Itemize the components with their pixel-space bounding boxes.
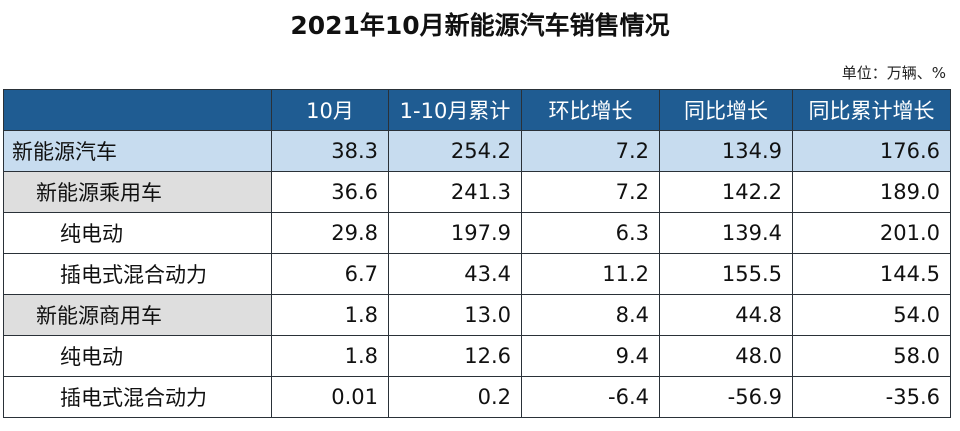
cell: 7.2 <box>521 171 660 213</box>
header-row: 10月 1-10月累计 环比增长 同比增长 同比累计增长 <box>3 89 951 131</box>
cell: 6.7 <box>271 253 389 295</box>
cell: -6.4 <box>521 376 660 418</box>
row-label: 新能源乘用车 <box>3 171 272 213</box>
cell: 7.2 <box>521 130 660 172</box>
cell: 155.5 <box>659 253 793 295</box>
row-label: 纯电动 <box>3 212 272 254</box>
cell: 36.6 <box>271 171 389 213</box>
cell: -35.6 <box>792 376 951 418</box>
sales-table: 10月 1-10月累计 环比增长 同比增长 同比累计增长 新能源汽车 38.3 … <box>3 89 951 418</box>
cell: 29.8 <box>271 212 389 254</box>
cell: 0.2 <box>388 376 522 418</box>
cell: 254.2 <box>388 130 522 172</box>
cell: 9.4 <box>521 335 660 377</box>
cell: 139.4 <box>659 212 793 254</box>
cell: 241.3 <box>388 171 522 213</box>
header-yoy-cumulative-growth: 同比累计增长 <box>792 89 951 131</box>
cell: 44.8 <box>659 294 793 336</box>
header-yoy-growth: 同比增长 <box>659 89 793 131</box>
table-row: 插电式混合动力 0.01 0.2 -6.4 -56.9 -35.6 <box>3 376 951 418</box>
cell: -56.9 <box>659 376 793 418</box>
header-month: 10月 <box>271 89 389 131</box>
table-row: 新能源乘用车 36.6 241.3 7.2 142.2 189.0 <box>3 171 951 213</box>
table-row: 新能源商用车 1.8 13.0 8.4 44.8 54.0 <box>3 294 951 336</box>
row-label: 插电式混合动力 <box>3 376 272 418</box>
cell: 13.0 <box>388 294 522 336</box>
header-mom-growth: 环比增长 <box>521 89 660 131</box>
cell: 176.6 <box>792 130 951 172</box>
cell: 1.8 <box>271 294 389 336</box>
cell: 134.9 <box>659 130 793 172</box>
cell: 142.2 <box>659 171 793 213</box>
cell: 8.4 <box>521 294 660 336</box>
unit-note: 单位：万辆、% <box>841 64 946 82</box>
table-row: 新能源汽车 38.3 254.2 7.2 134.9 176.6 <box>3 130 951 172</box>
table-row: 纯电动 1.8 12.6 9.4 48.0 58.0 <box>3 335 951 377</box>
row-label: 新能源汽车 <box>3 130 272 172</box>
cell: 38.3 <box>271 130 389 172</box>
cell: 0.01 <box>271 376 389 418</box>
table-title: 2021年10月新能源汽车销售情况 <box>290 11 670 40</box>
cell: 6.3 <box>521 212 660 254</box>
cell: 1.8 <box>271 335 389 377</box>
cell: 144.5 <box>792 253 951 295</box>
cell: 197.9 <box>388 212 522 254</box>
table-row: 插电式混合动力 6.7 43.4 11.2 155.5 144.5 <box>3 253 951 295</box>
cell: 201.0 <box>792 212 951 254</box>
header-corner <box>3 89 272 131</box>
table-row: 纯电动 29.8 197.9 6.3 139.4 201.0 <box>3 212 951 254</box>
cell: 189.0 <box>792 171 951 213</box>
cell: 12.6 <box>388 335 522 377</box>
row-label: 插电式混合动力 <box>3 253 272 295</box>
cell: 11.2 <box>521 253 660 295</box>
cell: 48.0 <box>659 335 793 377</box>
cell: 58.0 <box>792 335 951 377</box>
row-label: 纯电动 <box>3 335 272 377</box>
cell: 54.0 <box>792 294 951 336</box>
cell: 43.4 <box>388 253 522 295</box>
row-label: 新能源商用车 <box>3 294 272 336</box>
header-cumulative: 1-10月累计 <box>388 89 522 131</box>
